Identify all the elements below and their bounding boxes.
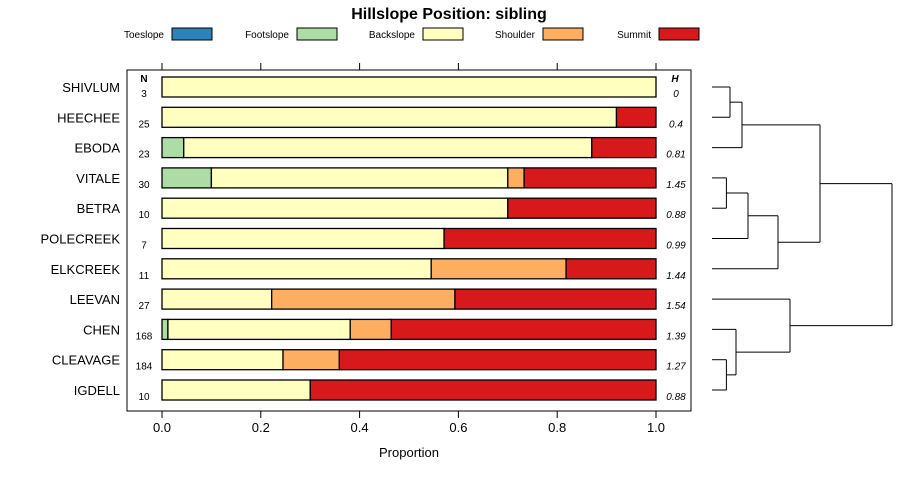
h-value-betra: 0.88 [666, 210, 686, 221]
n-header: N [140, 74, 147, 85]
legend: Toeslope Footslope Backslope Shoulder Summit [124, 27, 700, 41]
n-value-heechee: 25 [138, 119, 150, 130]
legend-swatch-summit [658, 27, 700, 41]
bar-igdell-summit [309, 379, 657, 401]
bars-group [161, 76, 657, 401]
row-label-betra: BETRA [77, 201, 121, 216]
bar-shivlum-backslope [161, 76, 657, 98]
h-value-heechee: 0.4 [669, 119, 683, 130]
bar-chen-backslope [167, 318, 351, 341]
h-value-shivlum: 0 [673, 89, 679, 100]
n-value-betra: 10 [138, 210, 150, 221]
n-value-chen: 168 [136, 331, 153, 342]
plot-frame [126, 69, 692, 412]
n-value-polecreek: 7 [141, 241, 147, 252]
row-label-elkcreek: ELKCREEK [51, 262, 121, 277]
h-value-chen: 1.39 [666, 331, 686, 342]
bar-chen-footslope [161, 318, 169, 341]
legend-label-shoulder: Shoulder [495, 30, 536, 41]
bar-eboda-backslope [183, 136, 593, 159]
row-label-eboda: EBODA [74, 141, 120, 156]
bar-chen-summit [390, 318, 657, 341]
bar-leevan-summit [454, 288, 657, 310]
n-value-cleavage: 184 [136, 362, 153, 373]
h-value-vitale: 1.45 [666, 180, 686, 191]
legend-label-summit: Summit [617, 30, 651, 41]
bar-elkcreek-backslope [161, 258, 432, 280]
x-axis: 0.0 0.2 0.4 0.6 0.8 1.0 [153, 63, 665, 435]
bar-cleavage-summit [338, 349, 657, 371]
x-tick-label: 0.8 [548, 420, 566, 435]
legend-swatch-footslope [296, 27, 338, 41]
row-label-heechee: HEECHEE [57, 110, 120, 125]
bar-polecreek-summit [443, 227, 657, 250]
bar-heechee-summit [615, 106, 657, 128]
x-tick-label: 0.4 [351, 420, 369, 435]
x-axis-title: Proportion [379, 445, 439, 460]
bar-chen-shoulder [349, 318, 392, 341]
bar-vitale-backslope [210, 167, 509, 189]
legend-swatch-toeslope [171, 27, 213, 41]
n-value-vitale: 30 [138, 180, 150, 191]
x-tick-label: 0.0 [153, 420, 171, 435]
row-label-shivlum: SHIVLUM [62, 80, 120, 95]
row-label-polecreek: POLECREEK [41, 232, 121, 247]
legend-label-toeslope: Toeslope [124, 30, 164, 41]
legend-swatch-backslope [422, 27, 464, 41]
legend-label-backslope: Backslope [369, 30, 416, 41]
row-label-leevan: LEEVAN [70, 292, 120, 307]
dendrogram [712, 86, 893, 391]
n-value-leevan: 27 [138, 301, 150, 312]
bar-betra-summit [507, 197, 657, 219]
bar-betra-backslope [161, 197, 509, 219]
bar-vitale-summit [523, 167, 657, 189]
n-value-igdell: 10 [138, 392, 150, 403]
bar-vitale-shoulder [507, 167, 525, 189]
x-tick-label: 0.2 [252, 420, 270, 435]
h-value-polecreek: 0.99 [666, 241, 686, 252]
bar-elkcreek-summit [565, 258, 657, 280]
row-label-chen: CHEN [83, 322, 120, 337]
h-value-igdell: 0.88 [666, 392, 686, 403]
bar-polecreek-backslope [161, 227, 445, 250]
x-tick-label: 1.0 [647, 420, 665, 435]
bar-cleavage-shoulder [282, 349, 340, 371]
bar-elkcreek-shoulder [430, 258, 567, 280]
h-value-elkcreek: 1.44 [666, 271, 686, 282]
h-header: H [671, 74, 679, 85]
legend-swatch-shoulder [542, 27, 584, 41]
h-value-leevan: 1.54 [666, 301, 686, 312]
bar-heechee-backslope [161, 106, 618, 128]
row-label-cleavage: CLEAVAGE [52, 353, 120, 368]
n-value-shivlum: 3 [141, 89, 147, 100]
n-value-elkcreek: 11 [139, 271, 150, 282]
bar-igdell-backslope [161, 379, 311, 401]
chart-title: Hillslope Position: sibling [351, 6, 547, 23]
bar-vitale-footslope [161, 167, 213, 189]
row-label-vitale: VITALE [76, 171, 120, 186]
bar-eboda-summit [591, 136, 657, 159]
h-value-eboda: 0.81 [666, 150, 685, 161]
bar-leevan-shoulder [271, 288, 456, 310]
bar-cleavage-backslope [161, 349, 284, 371]
x-tick-label: 0.6 [449, 420, 467, 435]
legend-label-footslope: Footslope [245, 30, 289, 41]
n-value-eboda: 23 [138, 150, 150, 161]
row-label-igdell: IGDELL [74, 383, 120, 398]
h-value-cleavage: 1.27 [666, 362, 686, 373]
bar-eboda-footslope [161, 136, 185, 159]
bar-leevan-backslope [161, 288, 273, 310]
